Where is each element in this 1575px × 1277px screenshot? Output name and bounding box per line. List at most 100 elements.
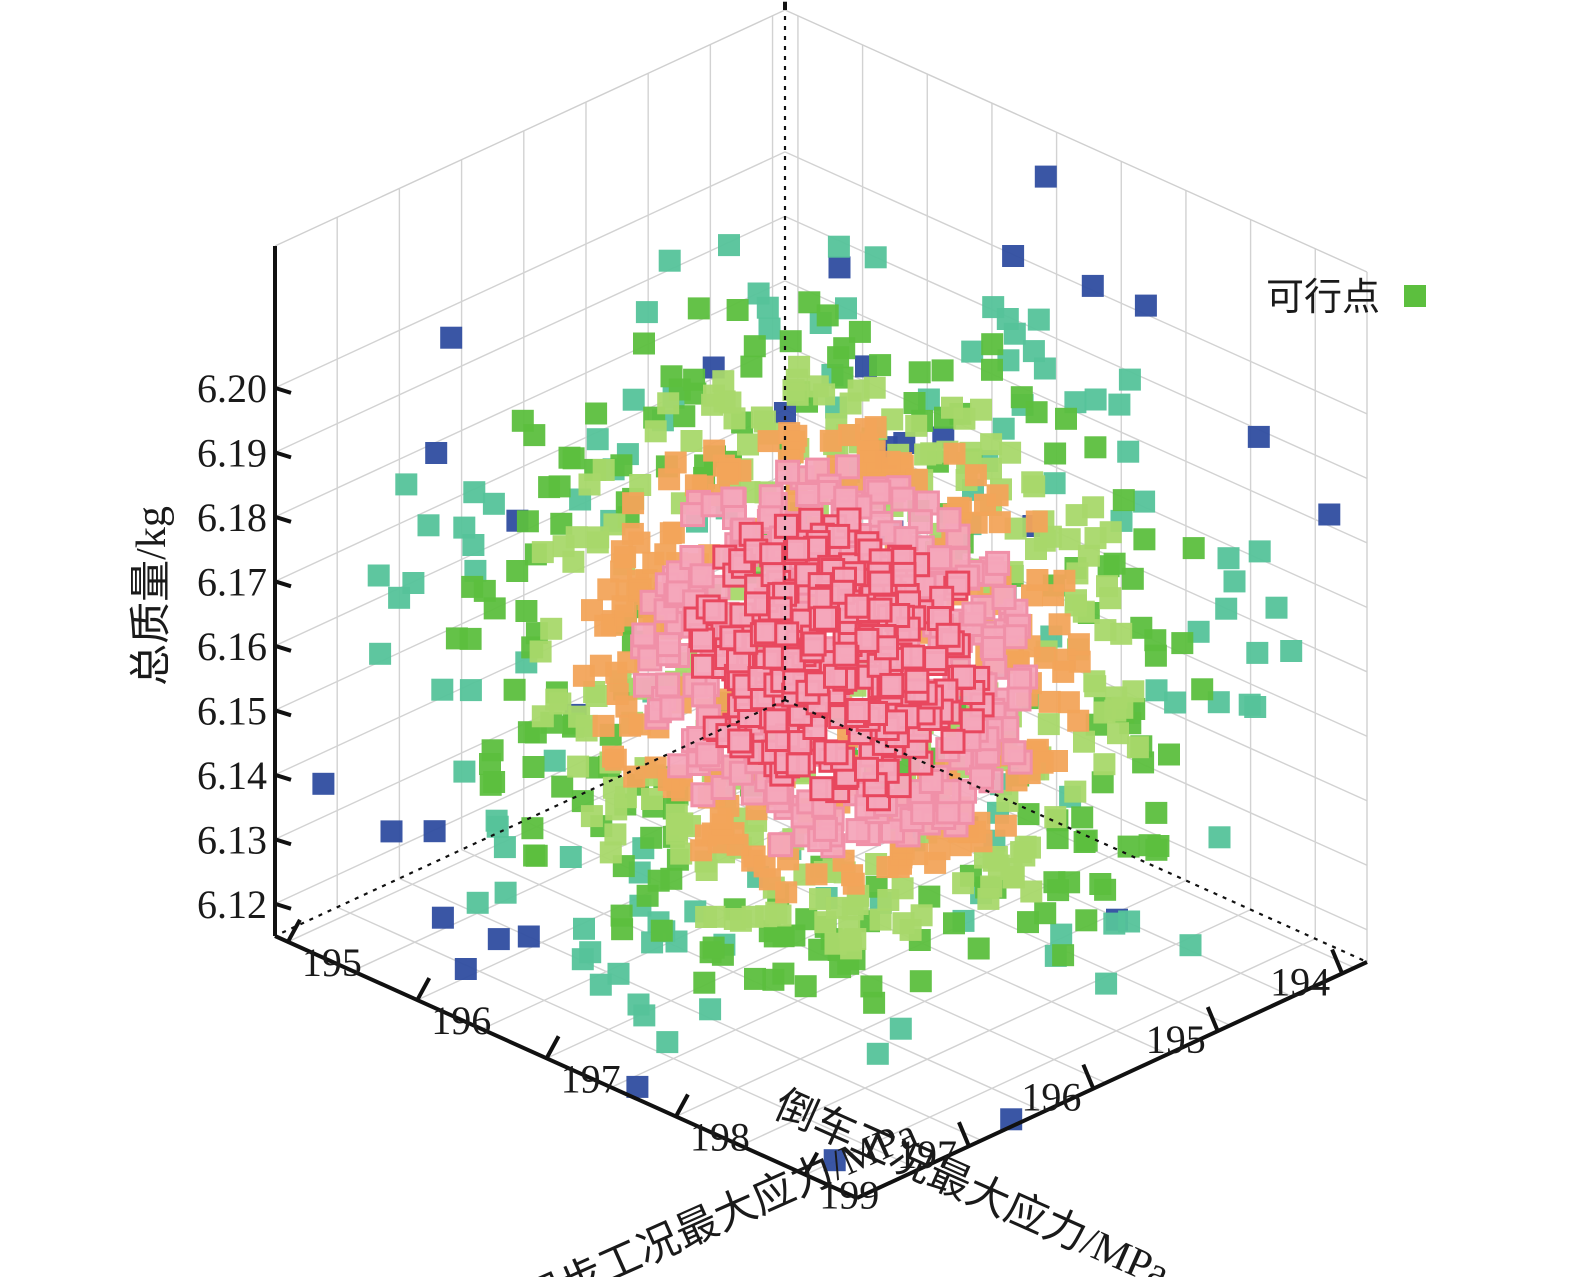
scatter-point xyxy=(765,901,788,924)
scatter-point xyxy=(1091,771,1114,794)
scatter-point xyxy=(1134,294,1157,317)
scatter-point xyxy=(1217,547,1240,570)
scatter-point xyxy=(819,429,842,452)
scatter-point xyxy=(529,640,552,663)
scatter-point xyxy=(417,514,440,537)
scatter-point xyxy=(1073,730,1095,753)
scatter-point xyxy=(844,593,870,619)
legend-marker xyxy=(1404,285,1426,307)
scatter-point xyxy=(864,246,887,269)
scatter-point xyxy=(974,493,996,516)
scatter-point xyxy=(1133,490,1156,513)
scatter-point xyxy=(743,335,766,358)
scatter-point xyxy=(1238,693,1261,716)
scatter-point xyxy=(726,299,749,321)
scatter-point xyxy=(1052,944,1075,967)
z-tick-label: 6.15 xyxy=(197,688,267,733)
floor-gridline xyxy=(804,938,1316,1176)
scatter-point xyxy=(1043,472,1066,495)
scatter-point xyxy=(988,511,1011,534)
scatter-point xyxy=(1075,909,1098,932)
scatter-point xyxy=(1084,675,1107,698)
scatter-point xyxy=(908,361,931,384)
scatter-point xyxy=(860,975,883,998)
scatter-point xyxy=(869,908,892,931)
scatter-point xyxy=(614,786,637,809)
scatter-point xyxy=(312,772,335,795)
scatter-point xyxy=(964,464,987,487)
wall-gridline xyxy=(274,280,786,518)
scatter-point xyxy=(587,526,610,549)
y-tick-label: 197 xyxy=(561,1056,621,1101)
scatter-point xyxy=(823,740,849,766)
scatter-point xyxy=(903,392,926,414)
scatter-point xyxy=(1025,538,1047,560)
legend: 可行点 xyxy=(1266,277,1426,319)
scatter-point xyxy=(1247,425,1270,448)
floor-gridline xyxy=(740,908,1251,1147)
scatter-point xyxy=(659,695,685,721)
scatter-point xyxy=(1117,835,1140,858)
scatter-point xyxy=(709,807,732,830)
scatter-point xyxy=(1097,555,1120,578)
scatter-point xyxy=(597,578,620,601)
scatter-point xyxy=(695,742,721,768)
scatter-point xyxy=(1077,544,1100,567)
scatter-point xyxy=(1191,678,1214,701)
scatter-point xyxy=(809,776,835,802)
y-tick-mark xyxy=(286,918,302,943)
scatter-point xyxy=(757,430,780,453)
scatter-point xyxy=(982,296,1005,319)
scatter-point xyxy=(854,627,880,653)
scatter-point xyxy=(809,888,831,911)
scatter-point xyxy=(395,473,418,496)
scatter-point xyxy=(905,468,928,491)
scatter-point xyxy=(827,235,850,258)
scatter-point xyxy=(779,330,802,353)
scatter-point xyxy=(959,708,985,734)
scatter-point xyxy=(380,820,403,843)
scatter-point xyxy=(425,442,448,464)
scatter-point xyxy=(940,728,966,754)
scatter-point xyxy=(453,516,476,539)
scatter-point xyxy=(521,817,544,840)
scatter-point xyxy=(813,383,836,406)
scatter-point xyxy=(605,661,628,684)
scatter-point xyxy=(702,599,728,625)
scatter-point xyxy=(656,632,681,658)
x-tick-mark xyxy=(1330,948,1344,975)
scatter-point xyxy=(540,617,563,640)
scatter-point xyxy=(783,430,806,453)
scatter-point xyxy=(977,887,1000,910)
scatter-point xyxy=(827,346,850,369)
scatter-point xyxy=(572,664,595,687)
scatter-point xyxy=(1318,503,1341,526)
floor-gridline xyxy=(399,877,982,1142)
scatter-point xyxy=(1179,934,1202,957)
scatter-point xyxy=(859,450,882,473)
scatter-point xyxy=(890,486,916,512)
scatter-point xyxy=(483,597,506,620)
scatter-point xyxy=(515,600,538,622)
scatter-point xyxy=(756,296,779,319)
scatter-point xyxy=(487,928,510,951)
scatter-point xyxy=(1034,165,1057,188)
scatter-point xyxy=(453,760,476,783)
scatter-point xyxy=(466,891,489,914)
z-tick-mark xyxy=(274,837,292,847)
scatter-point xyxy=(774,402,796,424)
z-tick-mark xyxy=(274,643,292,653)
scatter-point xyxy=(691,682,717,708)
scatter-point xyxy=(1093,701,1116,724)
scatter-point xyxy=(1126,736,1149,759)
scatter-point xyxy=(881,408,904,431)
scatter-point xyxy=(658,468,681,491)
z-tick-label: 6.14 xyxy=(197,753,267,798)
scatter-point xyxy=(785,752,811,778)
scatter-point xyxy=(1044,806,1067,829)
scatter-point xyxy=(980,636,1006,661)
x-tick-mark xyxy=(1081,1063,1096,1090)
scatter-point xyxy=(828,256,851,279)
